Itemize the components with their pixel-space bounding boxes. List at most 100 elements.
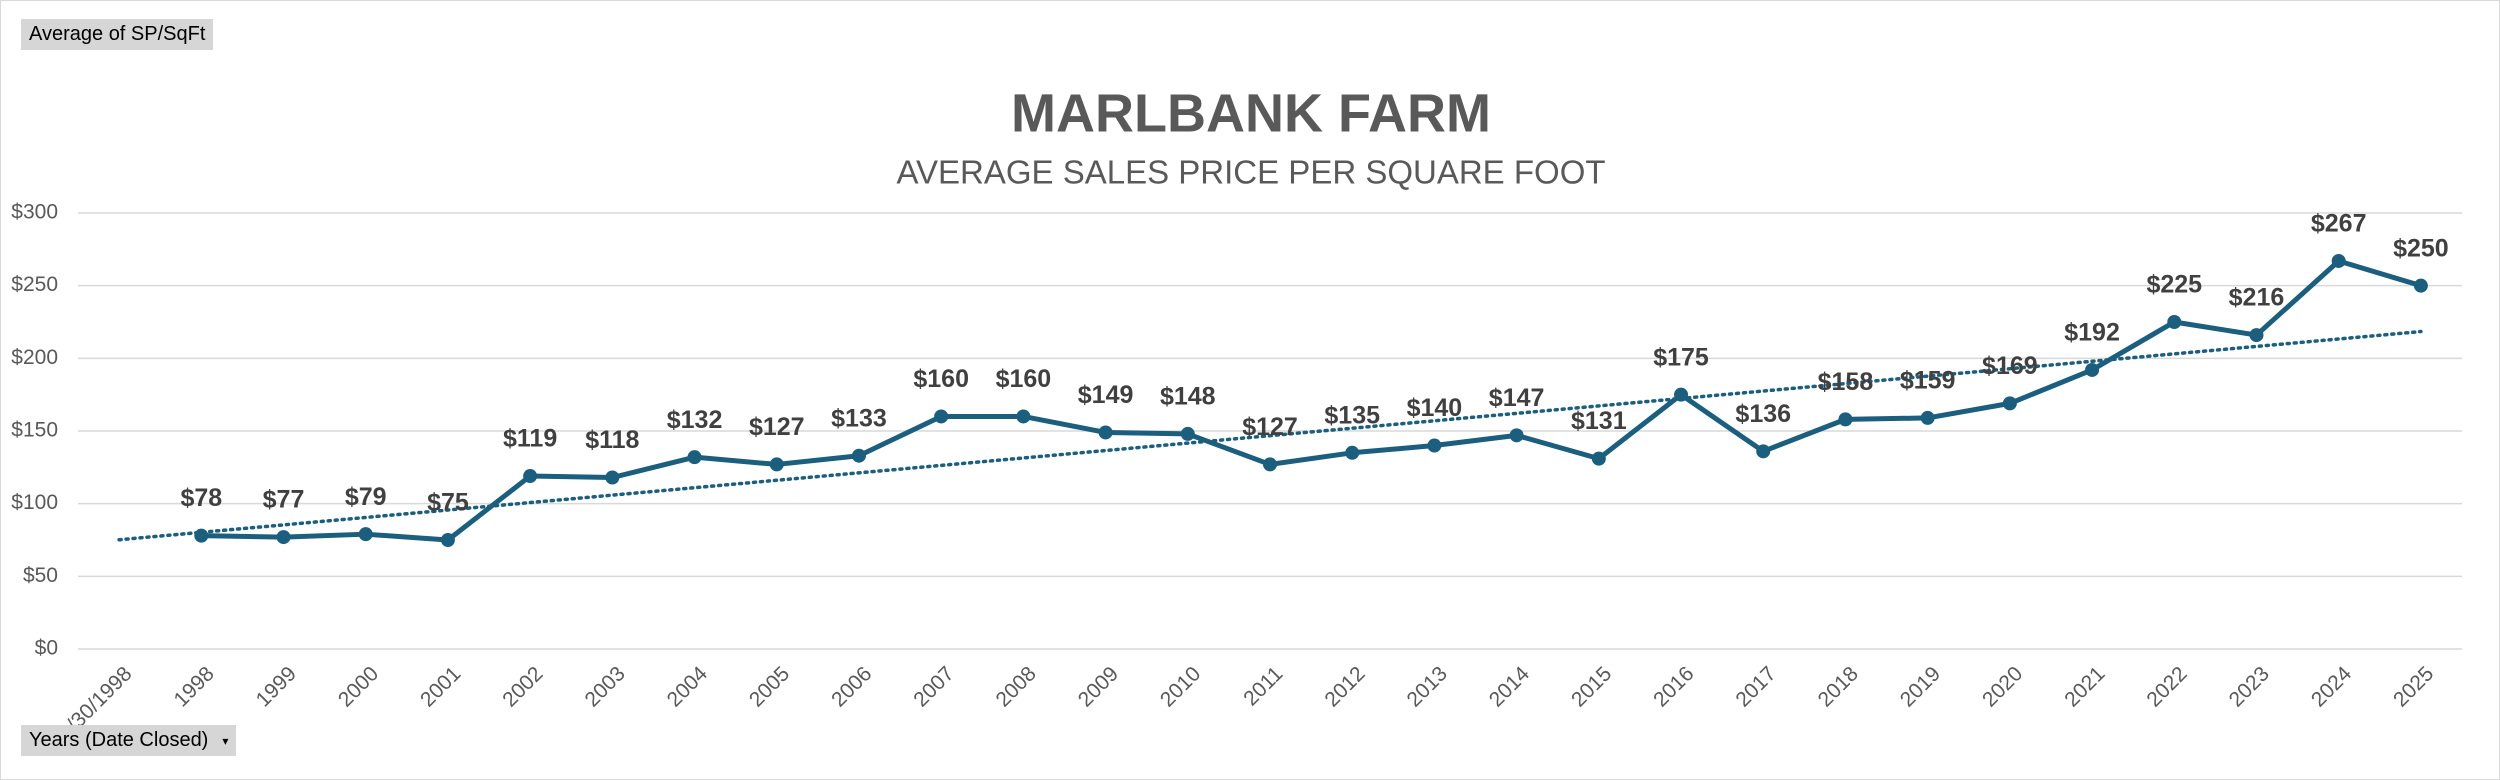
x-tick-label: 1999 (252, 662, 301, 711)
point (1509, 428, 1524, 443)
data-label: $127 (1242, 413, 1298, 441)
x-tick-label: 2003 (581, 662, 630, 711)
x-tick-label: 2009 (1074, 662, 1123, 711)
chart-subtitle: AVERAGE SALES PRICE PER SQUARE FOOT (896, 154, 1605, 191)
data-label: $159 (1900, 367, 1956, 395)
point (769, 457, 784, 472)
chart-title: MARLBANK FARM (1011, 83, 1491, 143)
x-tick-label: 2023 (2225, 662, 2274, 711)
data-label: $158 (1818, 368, 1874, 396)
point (1674, 387, 1689, 402)
point (1427, 438, 1442, 453)
data-label: $131 (1571, 407, 1627, 435)
data-label: $140 (1407, 394, 1463, 422)
y-tick-label: $250 (11, 273, 58, 296)
data-label: $78 (180, 484, 222, 512)
y-tick-label: $0 (35, 637, 58, 660)
x-tick-label: 2000 (334, 662, 383, 711)
point (276, 530, 291, 545)
data-label: $169 (1982, 352, 2038, 380)
data-label: $148 (1160, 383, 1216, 411)
point (2413, 278, 2428, 293)
x-tick-label: 2005 (745, 662, 794, 711)
y-tick-label: $300 (11, 201, 58, 224)
data-label: $132 (667, 406, 723, 434)
point (194, 528, 209, 543)
series-line (201, 258, 2422, 543)
data-label: $133 (831, 404, 887, 432)
point (2085, 362, 2100, 377)
point (934, 409, 949, 424)
x-tick-label: 2002 (498, 662, 547, 711)
x-tick-label: 2007 (909, 662, 958, 711)
x-tick-label: 2010 (1156, 662, 1205, 711)
point (1591, 451, 1606, 466)
x-tick-label: 2022 (2142, 662, 2191, 711)
x-tick-label: 2024 (2307, 662, 2357, 712)
point (1263, 457, 1277, 472)
data-label: $160 (913, 365, 969, 393)
x-tick-label: 1998 (169, 662, 218, 711)
data-label: $79 (345, 483, 387, 511)
x-tick-label: 2004 (663, 662, 713, 712)
data-label: $216 (2229, 284, 2285, 312)
point (2002, 396, 2017, 411)
y-tick-label: $100 (11, 491, 58, 514)
point (2167, 315, 2182, 329)
point (1756, 444, 1771, 459)
data-label: $160 (996, 365, 1052, 393)
y-tick-label: $150 (11, 419, 58, 442)
point (605, 470, 620, 485)
x-tick-label: 2018 (1814, 662, 1863, 711)
point (1345, 445, 1360, 460)
point (687, 450, 702, 465)
data-label: $135 (1324, 401, 1380, 429)
data-label: $147 (1489, 384, 1545, 412)
point (851, 448, 866, 463)
data-label: $149 (1078, 381, 1134, 409)
point (1098, 425, 1113, 440)
point (2249, 328, 2264, 343)
data-label: $192 (2064, 319, 2120, 347)
point (523, 469, 538, 484)
data-label: $118 (585, 426, 639, 454)
x-tick-label: 2008 (992, 662, 1041, 711)
trendline (117, 329, 2423, 542)
x-tick-label: 2012 (1320, 662, 1369, 711)
x-tick-label: 2016 (1649, 662, 1698, 711)
dropdown-arrow: ▾ (222, 733, 229, 748)
value-field-button[interactable]: Average of SP/SqFt (21, 19, 214, 50)
x-tick-label: 2001 (416, 662, 465, 711)
point (358, 527, 373, 542)
x-tick-label: 2017 (1731, 662, 1780, 711)
x-tick-label: 2021 (2060, 662, 2109, 711)
data-label: $250 (2393, 234, 2449, 262)
data-label: $225 (2146, 271, 2202, 299)
y-tick-label: $50 (23, 564, 58, 587)
x-tick-label: 2011 (1239, 662, 1287, 710)
data-label: $127 (749, 413, 805, 441)
y-tick-label: $200 (11, 346, 58, 369)
point (2331, 253, 2346, 268)
point (1920, 410, 1935, 425)
x-tick-label: 2025 (2389, 662, 2438, 711)
x-tick-label: 2006 (827, 662, 876, 711)
axis-field-label: Years (Date Closed) (29, 729, 209, 751)
data-label: $267 (2311, 210, 2367, 238)
point (1016, 409, 1031, 424)
x-tick-label: 2019 (1896, 662, 1945, 711)
data-label: $136 (1735, 400, 1791, 428)
axis-field-button[interactable]: Years (Date Closed) ▾ (21, 725, 237, 756)
data-label: $175 (1653, 343, 1709, 371)
data-label: $119 (503, 425, 557, 453)
x-tick-label: 2014 (1485, 662, 1535, 712)
point (1180, 426, 1195, 441)
point (1838, 412, 1853, 427)
x-tick-label: 2013 (1403, 662, 1452, 711)
data-label: $75 (427, 489, 469, 517)
x-tick-label: 2015 (1567, 662, 1616, 711)
point (440, 533, 455, 547)
